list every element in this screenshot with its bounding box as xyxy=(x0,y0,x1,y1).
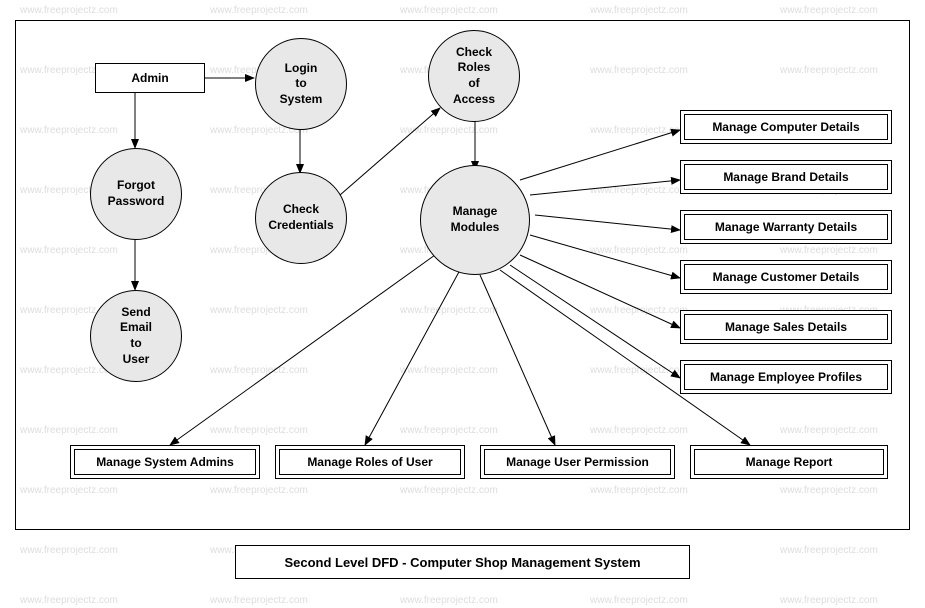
watermark: www.freeprojectz.com xyxy=(20,545,118,556)
admin-entity: Admin xyxy=(95,63,205,93)
manage-report-box: Manage Report xyxy=(690,445,888,479)
watermark: www.freeprojectz.com xyxy=(20,595,118,606)
watermark: www.freeprojectz.com xyxy=(590,595,688,606)
manage-sys-admins-box: Manage System Admins xyxy=(70,445,260,479)
manage-computer-box: Manage Computer Details xyxy=(680,110,892,144)
watermark: www.freeprojectz.com xyxy=(590,5,688,16)
manage-customer-box: Manage Customer Details xyxy=(680,260,892,294)
manage-sales-box: Manage Sales Details xyxy=(680,310,892,344)
watermark: www.freeprojectz.com xyxy=(400,595,498,606)
manage-employee-box: Manage Employee Profiles xyxy=(680,360,892,394)
watermark: www.freeprojectz.com xyxy=(210,5,308,16)
check-roles-process: CheckRolesofAccess xyxy=(428,30,520,122)
login-process: LogintoSystem xyxy=(255,38,347,130)
manage-modules-process: ManageModules xyxy=(420,165,530,275)
watermark: www.freeprojectz.com xyxy=(780,5,878,16)
manage-brand-box: Manage Brand Details xyxy=(680,160,892,194)
check-credentials-process: CheckCredentials xyxy=(255,172,347,264)
manage-roles-user-box: Manage Roles of User xyxy=(275,445,465,479)
watermark: www.freeprojectz.com xyxy=(400,5,498,16)
send-email-process: SendEmailtoUser xyxy=(90,290,182,382)
watermark: www.freeprojectz.com xyxy=(210,595,308,606)
watermark: www.freeprojectz.com xyxy=(780,595,878,606)
diagram-title: Second Level DFD - Computer Shop Managem… xyxy=(235,545,690,579)
forgot-password-process: ForgotPassword xyxy=(90,148,182,240)
manage-warranty-box: Manage Warranty Details xyxy=(680,210,892,244)
watermark: www.freeprojectz.com xyxy=(20,5,118,16)
watermark: www.freeprojectz.com xyxy=(780,545,878,556)
manage-user-perm-box: Manage User Permission xyxy=(480,445,675,479)
